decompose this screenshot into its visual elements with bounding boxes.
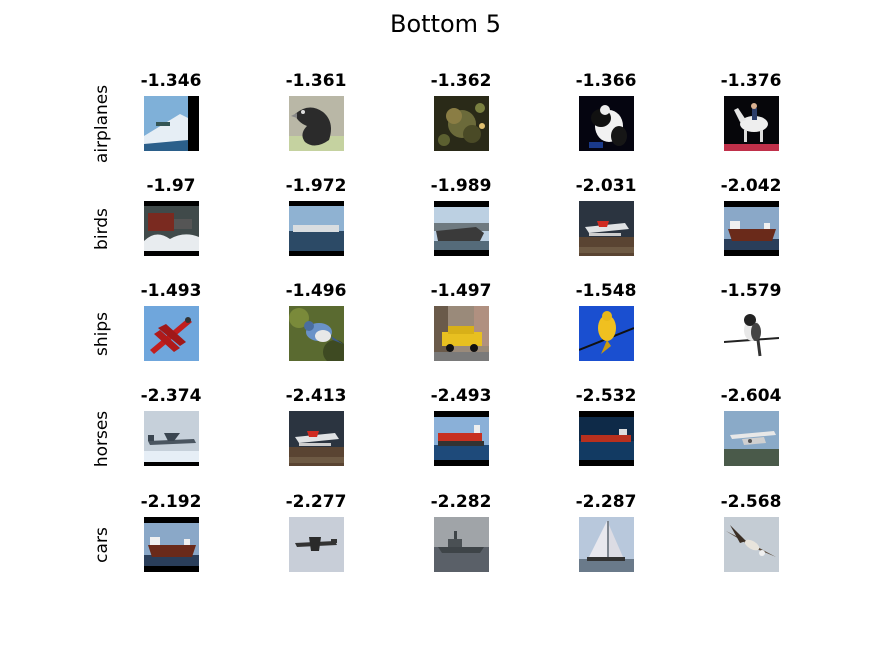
score-label: -1.362 bbox=[430, 71, 492, 91]
score-label: -1.497 bbox=[430, 281, 492, 301]
score-label: -2.277 bbox=[285, 492, 347, 512]
score-label: -1.346 bbox=[140, 71, 202, 91]
score-label: -2.568 bbox=[720, 492, 782, 512]
score-label: -2.493 bbox=[430, 386, 492, 406]
score-label: -1.361 bbox=[285, 71, 347, 91]
white-horse-rider-thumbnail bbox=[723, 96, 779, 151]
score-label: -2.413 bbox=[285, 386, 347, 406]
score-label: -1.493 bbox=[140, 281, 202, 301]
blue-jay-thumbnail bbox=[288, 306, 344, 361]
warship-thumbnail bbox=[433, 517, 489, 572]
score-label: -1.972 bbox=[285, 176, 347, 196]
score-label: -1.376 bbox=[720, 71, 782, 91]
yellow-taxi-thumbnail bbox=[433, 306, 489, 361]
red-biplane-thumbnail bbox=[143, 306, 199, 361]
ship-on-sea-thumbnail bbox=[288, 201, 344, 256]
score-label: -1.97 bbox=[146, 176, 196, 196]
yellow-bird-on-wire-thumbnail bbox=[578, 306, 634, 361]
score-label: -2.374 bbox=[140, 386, 202, 406]
score-label: -1.989 bbox=[430, 176, 492, 196]
aircraft-in-sky-thumbnail bbox=[288, 517, 344, 572]
dark-bird-thumbnail bbox=[288, 96, 344, 151]
military-aircraft-thumbnail bbox=[143, 411, 199, 466]
score-label: -2.192 bbox=[140, 492, 202, 512]
red-seaplane-thumbnail bbox=[578, 201, 634, 256]
ship-bow-thumbnail bbox=[143, 96, 199, 151]
red-ship-thumbnail bbox=[578, 411, 634, 466]
flying-boat-thumbnail bbox=[723, 411, 779, 466]
figure-title: Bottom 5 bbox=[390, 10, 501, 38]
score-label: -2.042 bbox=[720, 176, 782, 196]
creature-in-foliage-thumbnail bbox=[433, 96, 489, 151]
score-label: -2.604 bbox=[720, 386, 782, 406]
black-white-animal-thumbnail bbox=[578, 96, 634, 151]
score-label: -2.532 bbox=[575, 386, 637, 406]
ship-harbor-thumbnail bbox=[433, 201, 489, 256]
bird-on-branch-thumbnail bbox=[723, 306, 779, 361]
red-seaplane-thumbnail bbox=[288, 411, 344, 466]
bird-of-prey-thumbnail bbox=[723, 517, 779, 572]
score-label: -2.287 bbox=[575, 492, 637, 512]
cargo-ship-thumbnail bbox=[143, 517, 199, 572]
score-label: -1.548 bbox=[575, 281, 637, 301]
container-ship-thumbnail bbox=[433, 411, 489, 466]
score-label: -1.496 bbox=[285, 281, 347, 301]
sailboat-thumbnail bbox=[578, 517, 634, 572]
score-label: -1.579 bbox=[720, 281, 782, 301]
score-label: -2.282 bbox=[430, 492, 492, 512]
boat-spray-thumbnail bbox=[143, 201, 199, 256]
row-label-cars: cars bbox=[92, 526, 112, 563]
score-label: -1.366 bbox=[575, 71, 637, 91]
score-label: -2.031 bbox=[575, 176, 637, 196]
cargo-ship-thumbnail bbox=[723, 201, 779, 256]
